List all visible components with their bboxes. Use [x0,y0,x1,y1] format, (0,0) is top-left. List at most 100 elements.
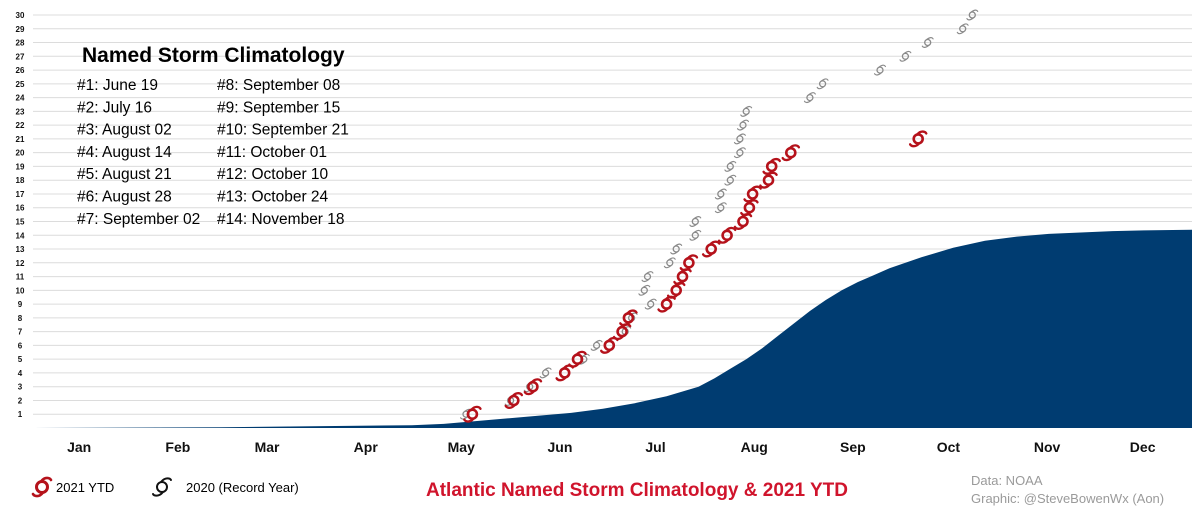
storm-marker-2021 [743,185,762,203]
storm-marker-2021 [717,226,737,244]
climatology-area [33,229,1192,428]
annotation-date-item: #4: August 14 [77,144,172,161]
y-tick-label: 5 [18,355,23,364]
annotation-date-item: #6: August 28 [77,189,172,206]
annotation-title: Named Storm Climatology [82,44,345,67]
climatology-area-shape [33,229,1192,428]
annotation-date-item: #12: October 10 [217,166,329,183]
storm-marker-2020 [737,119,749,131]
x-tick-label: Jan [67,439,91,455]
chart-title: Atlantic Named Storm Climatology & 2021 … [426,480,848,501]
storm-marker-2020 [921,37,934,48]
annotation-date-item: #7: September 02 [77,211,200,228]
storm-marker-2020 [724,160,737,172]
storm-marker-2020 [714,202,727,214]
y-tick-label: 19 [16,162,25,171]
annotation-date-item: #10: September 21 [217,122,349,139]
storm-marker-2021 [568,350,587,368]
x-tick-label: Oct [937,439,961,455]
y-tick-label: 10 [16,286,25,295]
storm-marker-2020 [590,339,603,351]
data-source: Data: NOAA [971,473,1043,488]
storm-marker-2020 [899,50,912,62]
storm-marker-2021 [523,378,543,396]
gridlines [33,14,1192,415]
storm-marker-2020 [816,78,829,90]
y-tick-label: 15 [16,218,25,227]
x-tick-label: May [448,439,475,455]
storm-marker-2020 [644,298,657,310]
storm-marker-2021 [908,130,928,148]
storm-marker-2020 [733,147,746,159]
y-tick-label: 16 [16,204,25,213]
annotation-date-item: #13: October 24 [217,189,329,206]
storm-marker-2020 [689,216,702,227]
x-tick-label: Apr [354,439,379,455]
y-tick-label: 12 [16,259,25,268]
storm-marker-2021 [612,323,632,341]
storm-marker-2021 [701,240,721,258]
legend: 2021 YTD 2020 (Record Year) [31,476,299,498]
x-tick-label: Mar [255,439,280,455]
annotation-date-item: #14: November 18 [217,211,345,228]
x-tick-label: Jun [548,439,573,455]
y-tick-label: 3 [18,383,23,392]
legend-2020-marker [152,477,172,497]
storm-marker-2020 [803,92,816,104]
y-tick-label: 4 [18,369,23,378]
y-tick-label: 24 [16,94,25,103]
y-tick-label: 29 [16,25,25,34]
annotation-date-item: #3: August 02 [77,122,172,139]
y-tick-label: 2 [18,396,23,405]
storm-marker-2020 [740,105,753,117]
x-tick-label: Feb [165,439,190,455]
storm-marker-2020 [663,257,676,269]
annotation-date-item: #8: September 08 [217,77,340,94]
y-tick-label: 21 [16,135,25,144]
storm-marker-2020 [733,133,746,145]
storm-marker-2021 [781,144,801,162]
storm-marker-2021 [762,157,781,175]
x-tick-label: Nov [1034,439,1061,455]
y-tick-label: 17 [16,190,25,199]
annotation-date-item: #11: October 01 [217,144,327,161]
x-tick-label: Jul [645,439,665,455]
y-tick-label: 7 [18,328,23,337]
y-tick-label: 9 [18,300,23,309]
y-tick-label: 25 [16,80,25,89]
storm-marker-2021 [504,392,524,409]
y-tick-label: 27 [16,52,25,61]
storm-marker-2021 [679,254,699,272]
storm-marker-2020 [956,23,969,35]
y-tick-label: 11 [16,273,25,282]
storm-marker-2020 [724,174,737,186]
storm-marker-2020 [966,9,979,21]
y-tick-label: 26 [16,66,25,75]
storm-marker-2020 [689,229,702,241]
y-tick-label: 28 [16,39,25,48]
x-tick-label: Aug [741,439,768,455]
annotation-date-item: #5: August 21 [77,166,172,183]
annotation-date-item: #1: June 19 [77,77,158,94]
storm-marker-2020 [874,64,886,76]
storm-marker-2020 [714,188,727,200]
storm-marker-2021 [463,405,482,423]
storm-marker-2021 [619,309,638,327]
y-tick-label: 20 [16,149,25,158]
y-tick-label: 30 [16,11,25,20]
storm-marker-2020 [638,284,651,296]
storm-marker-2020 [539,367,552,379]
y-tick-label: 22 [16,121,25,130]
y-tick-label: 1 [18,410,23,419]
storm-marker-2020 [670,243,683,255]
climatology-annotation: Named Storm Climatology #1: June 19 #2: J… [77,44,349,228]
y-tick-label: 6 [18,341,23,350]
annotation-date-item: #9: September 15 [217,99,340,116]
x-axis-month-labels: Jan Feb Mar Apr May Jun Jul Aug Sep Oct Nov Dec [67,439,1156,455]
y-tick-label: 8 [18,314,23,323]
legend-2020-label: 2020 (Record Year) [186,480,299,495]
y-axis-ticks: 1234567891011121314151617181920212223242… [16,11,25,419]
graphic-credit: Graphic: @SteveBowenWx (Aon) [971,491,1164,506]
storm-marker-2020 [641,271,654,283]
